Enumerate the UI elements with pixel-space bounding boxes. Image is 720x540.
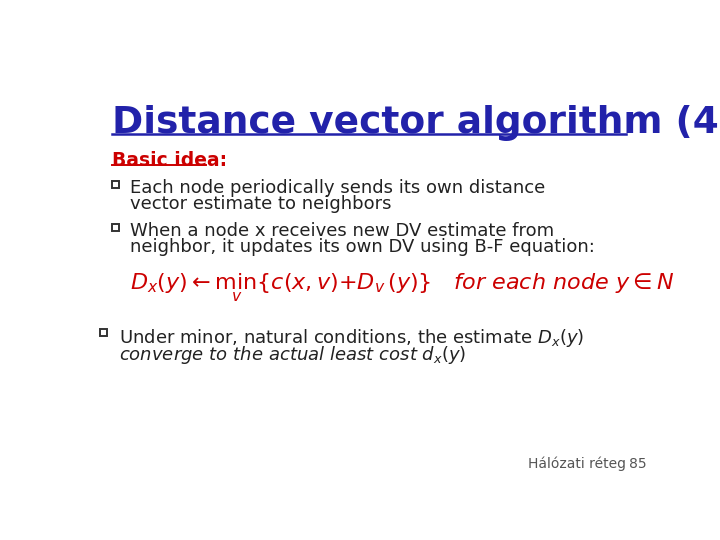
Text: neighbor, it updates its own DV using B-F equation:: neighbor, it updates its own DV using B-…: [130, 238, 595, 256]
Text: 85: 85: [629, 457, 647, 471]
Text: Hálózati réteg: Hálózati réteg: [528, 457, 626, 471]
Text: $D_x(y) \leftarrow \min_v\{c(x,v) + D_v(y)\}$$\quad \mathit{for\ each\ node\ y \: $D_x(y) \leftarrow \min_v\{c(x,v) + D_v(…: [130, 271, 675, 303]
Text: Under minor, natural conditions, the estimate $D_x(y)$: Under minor, natural conditions, the est…: [119, 327, 584, 349]
Text: When a node x receives new DV estimate from: When a node x receives new DV estimate f…: [130, 222, 554, 240]
Text: Distance vector algorithm (4): Distance vector algorithm (4): [112, 105, 720, 141]
Text: Each node periodically sends its own distance: Each node periodically sends its own dis…: [130, 179, 546, 197]
Text: Basic idea:: Basic idea:: [112, 151, 227, 170]
Text: $\mathit{converge\ to\ the\ actual\ least\ cost\ }$$d_x(y)$: $\mathit{converge\ to\ the\ actual\ leas…: [119, 343, 466, 366]
Text: vector estimate to neighbors: vector estimate to neighbors: [130, 195, 392, 213]
